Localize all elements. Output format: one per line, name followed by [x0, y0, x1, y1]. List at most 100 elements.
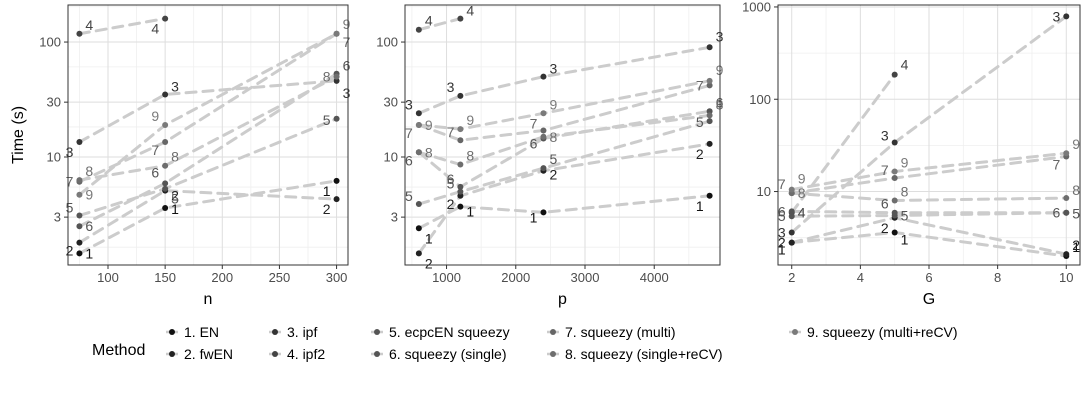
data-point: [162, 16, 168, 22]
legend-key-point: [169, 329, 175, 335]
data-point: [76, 250, 82, 256]
point-label: 2: [696, 146, 704, 162]
x-axis-title: G: [923, 291, 935, 308]
data-point: [892, 139, 898, 145]
point-label: 1: [425, 230, 433, 246]
x-axis-title: p: [558, 291, 567, 308]
data-point: [1063, 195, 1069, 201]
data-point: [707, 112, 713, 118]
data-point: [707, 78, 713, 84]
point-label: 2: [425, 255, 433, 271]
x-tick-label: 6: [925, 270, 932, 285]
x-axis-title: n: [204, 291, 213, 308]
point-label: 1: [901, 231, 909, 247]
data-point: [1063, 210, 1069, 216]
point-label: 8: [549, 129, 557, 145]
data-point: [540, 110, 546, 116]
point-label: 9: [798, 171, 806, 187]
x-tick-label: 4000: [640, 270, 669, 285]
data-point: [76, 223, 82, 229]
point-label: 6: [881, 196, 889, 212]
y-tick-label: 100: [376, 35, 398, 50]
point-label: 7: [881, 162, 889, 178]
point-label: 3: [171, 78, 179, 94]
legend-label: 5. ecpcEN squeezy: [389, 324, 510, 340]
legend-label: 3. ipf: [287, 324, 317, 340]
y-tick-label: 1000: [742, 0, 771, 14]
point-label: 3: [66, 144, 74, 160]
point-label: 1: [466, 204, 474, 220]
legend-item: 2. fwEN: [166, 346, 233, 362]
x-tick-label: 300: [326, 270, 348, 285]
legend: Method 1. EN 2. fwEN 3. ipf 4. ipf2 5. ecpcEN…: [92, 324, 958, 362]
point-label: 1: [323, 183, 331, 199]
y-tick-label: 3: [391, 210, 398, 225]
data-point: [540, 134, 546, 140]
legend-item: 6. squeezy (single): [371, 346, 507, 362]
data-point: [457, 204, 463, 210]
legend-key-point: [169, 351, 175, 357]
legend-label: 1. EN: [184, 324, 219, 340]
point-label: 3: [549, 61, 557, 77]
data-point: [334, 31, 340, 37]
data-point: [162, 163, 168, 169]
x-tick-label: 2: [788, 270, 795, 285]
point-label: 2: [549, 167, 557, 183]
point-label: 9: [1072, 136, 1080, 152]
data-point: [789, 229, 795, 235]
data-point: [162, 122, 168, 128]
point-label: 8: [85, 163, 93, 179]
y-tick-label: 100: [749, 92, 771, 107]
legend-label: 6. squeezy (single): [389, 346, 507, 362]
point-label: 7: [405, 125, 413, 141]
x-tick-label: 8: [994, 270, 1001, 285]
point-label: 8: [466, 148, 474, 164]
data-point: [416, 149, 422, 155]
data-point: [540, 209, 546, 215]
data-point: [1063, 150, 1069, 156]
data-point: [789, 240, 795, 246]
point-label: 4: [901, 57, 909, 73]
data-point: [540, 74, 546, 80]
y-axis-title: Time (s): [10, 106, 27, 164]
point-label: 4: [798, 205, 806, 221]
point-label: 8: [1072, 182, 1080, 198]
point-label: 9: [466, 112, 474, 128]
point-label: 4: [151, 21, 159, 37]
x-tick-label: 10: [1059, 270, 1073, 285]
point-label: 8: [323, 69, 331, 85]
data-point: [416, 250, 422, 256]
data-point: [1063, 251, 1069, 257]
legend-label: 9. squeezy (multi+reCV): [807, 324, 958, 340]
data-point: [457, 16, 463, 22]
legend-label: 7. squeezy (multi): [565, 324, 675, 340]
data-point: [707, 193, 713, 199]
point-label: 6: [85, 218, 93, 234]
point-label: 5: [66, 199, 74, 215]
legend-key-point: [272, 351, 278, 357]
data-point: [162, 139, 168, 145]
legend-label: 4. ipf2: [287, 346, 325, 362]
point-label: 7: [151, 142, 159, 158]
point-label: 6: [1052, 205, 1060, 221]
point-label: 6: [343, 58, 351, 74]
y-tick-label: 30: [384, 95, 398, 110]
point-label: 6: [405, 152, 413, 168]
x-tick-label: 200: [211, 270, 233, 285]
point-label: 2: [323, 201, 331, 217]
point-label: 1: [85, 245, 93, 261]
legend-label: 2. fwEN: [184, 346, 233, 362]
data-point: [892, 229, 898, 235]
legend-key-point: [272, 329, 278, 335]
point-label: 7: [343, 34, 351, 50]
data-point: [334, 178, 340, 184]
point-label: 5: [323, 112, 331, 128]
data-point: [162, 91, 168, 97]
y-tick-label: 10: [47, 150, 61, 165]
data-point: [76, 177, 82, 183]
point-label: 8: [171, 149, 179, 165]
point-label: 1: [530, 209, 538, 225]
